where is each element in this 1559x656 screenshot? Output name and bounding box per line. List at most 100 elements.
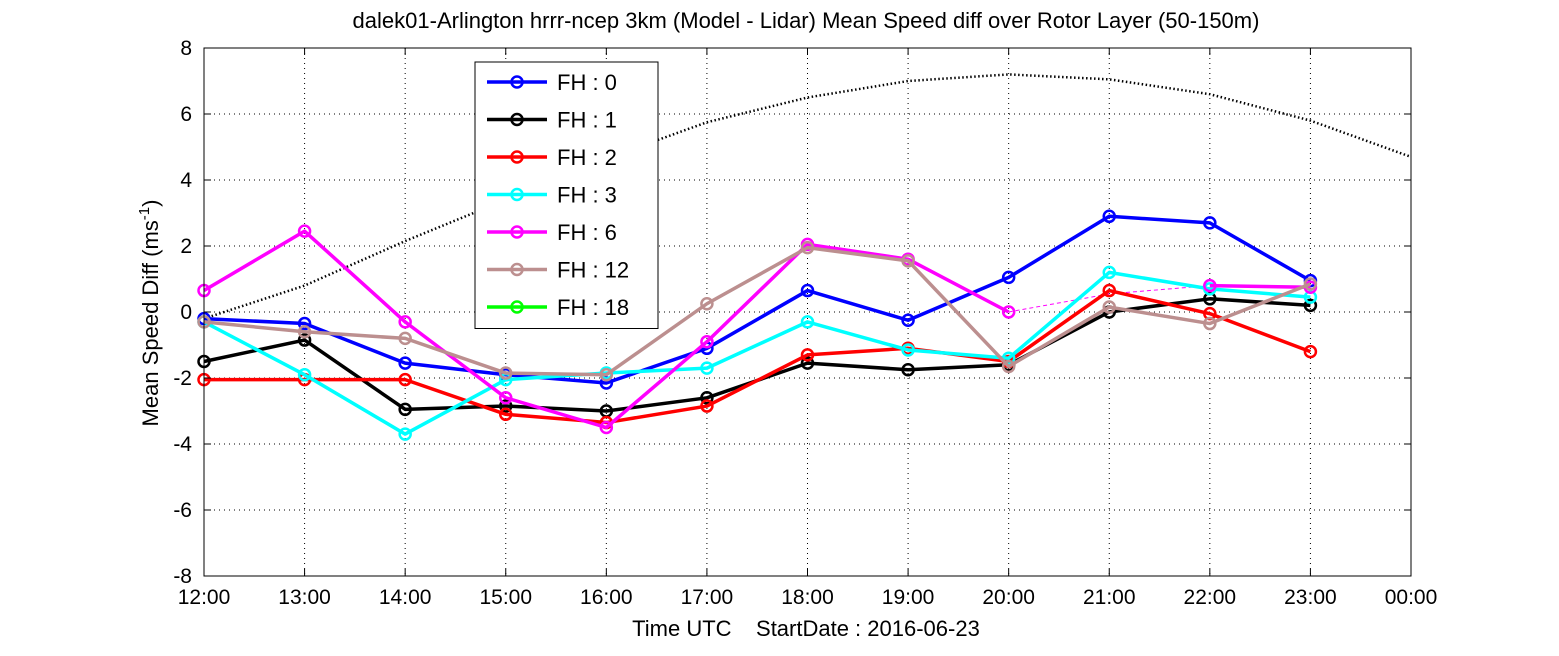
data-point-fh-6	[499, 391, 513, 405]
x-tick-label: 21:00	[1083, 586, 1136, 609]
data-point-fh-1	[901, 363, 915, 377]
data-point-fh-12	[599, 367, 614, 382]
data-point-fh-2	[1303, 344, 1318, 359]
legend-swatch-marker	[510, 150, 524, 164]
y-tick-label: 4	[180, 169, 192, 192]
reference-curve	[203, 73, 1412, 320]
legend-entry-label: FH : 3	[557, 183, 617, 208]
legend-swatch-marker	[510, 262, 524, 277]
series-fh-6	[197, 224, 1318, 435]
data-point-fh-12	[800, 240, 815, 255]
y-tick-label: 8	[180, 37, 192, 60]
data-point-fh-12	[1102, 300, 1116, 314]
legend-swatch-marker	[510, 75, 524, 89]
data-point-fh-6	[297, 224, 312, 238]
data-point-fh-0	[800, 283, 815, 298]
x-tick-label: 14:00	[379, 586, 432, 609]
y-axis-title: Mean Speed Diff (ms-1)	[136, 200, 163, 427]
data-point-fh-2	[800, 348, 815, 362]
legend-swatch-marker	[510, 112, 524, 127]
data-point-fh-3	[901, 343, 915, 357]
series-line-fh-2	[204, 288, 1312, 425]
x-tick-label: 20:00	[982, 586, 1035, 609]
data-point-fh-1	[297, 333, 312, 347]
legend-swatch-marker	[510, 225, 524, 239]
data-point-fh-1	[398, 402, 412, 417]
legend-entry-label: FH : 1	[557, 108, 617, 133]
x-tick-label: 12:00	[178, 586, 231, 609]
data-point-fh-2	[398, 372, 412, 387]
data-point-fh-1	[499, 399, 513, 413]
data-point-fh-6	[700, 334, 714, 349]
x-axis-title: Time UTC StartDate : 2016-06-23	[632, 616, 980, 641]
data-point-fh-12	[700, 297, 714, 311]
data-point-fh-2	[1102, 283, 1116, 298]
x-tick-label: 13:00	[278, 586, 331, 609]
data-point-fh-2	[499, 407, 513, 422]
data-point-fh-12	[1303, 277, 1318, 291]
data-point-fh-3	[297, 367, 312, 382]
series-line-fh-3	[203, 270, 1311, 436]
chart-title: dalek01-Arlington hrrr-ncep 3km (Model -…	[353, 8, 1260, 33]
y-axis-title-close: )	[138, 200, 163, 207]
y-tick-label: 6	[180, 103, 192, 126]
y-axis-title-main: Mean Speed Diff (ms	[138, 220, 163, 426]
data-point-fh-1	[800, 356, 815, 370]
data-point-fh-0	[1001, 270, 1016, 285]
data-point-fh-3	[1102, 265, 1116, 280]
x-tick-label: 22:00	[1184, 586, 1237, 609]
x-tick-label: 00:00	[1385, 586, 1438, 609]
legend: FH : 0 FH : 1 FH : 2 FH : 3 FH : 6 FH : 12 FH …	[474, 61, 659, 329]
grid-lines	[204, 48, 1411, 576]
data-point-fh-0	[901, 313, 915, 327]
data-point-fh-12	[499, 366, 513, 380]
data-point-fh-12	[398, 331, 412, 346]
data-series	[197, 209, 1318, 441]
reference-curve-line	[203, 73, 1412, 320]
data-point-fh-3	[800, 315, 815, 329]
data-point-fh-6	[398, 315, 412, 329]
legend-swatch-marker	[510, 187, 524, 202]
legend-entry-label: FH : 0	[557, 70, 617, 95]
data-point-fh-3	[398, 427, 412, 441]
data-point-fh-12	[901, 254, 915, 268]
y-tick-label: 2	[180, 235, 192, 258]
x-tick-label: 19:00	[882, 586, 935, 609]
series-fh-12	[197, 240, 1318, 382]
data-point-fh-0	[398, 356, 412, 370]
y-tick-label: -6	[173, 499, 192, 522]
data-point-fh-6	[599, 420, 614, 435]
data-point-fh-12	[1001, 359, 1016, 374]
axis-ticks: 12:00 13:00 14:00 15:00 16:00 17:00 18:00 19:00…	[173, 37, 1437, 609]
data-point-fh-0	[1203, 216, 1217, 230]
data-point-fh-1	[700, 391, 714, 405]
series-line-fh-6	[203, 229, 1010, 430]
data-point-fh-0	[297, 316, 312, 331]
x-tick-label: 17:00	[681, 586, 734, 609]
data-point-fh-12	[297, 325, 312, 339]
y-tick-label: 0	[180, 301, 192, 324]
series-line-fh-6	[1209, 283, 1311, 289]
legend-entry-label: FH : 6	[557, 220, 617, 245]
x-tick-label: 23:00	[1284, 586, 1337, 609]
fh6-dashed-connector	[1008, 285, 1210, 313]
legend-entry-label: FH : 2	[557, 145, 617, 170]
data-point-fh-6	[1203, 278, 1217, 293]
legend-entry-label: FH : 12	[557, 258, 629, 283]
data-point-fh-3	[700, 361, 714, 375]
series-line-fh-12	[203, 245, 1312, 377]
x-tick-label: 16:00	[580, 586, 633, 609]
y-tick-label: -4	[173, 433, 192, 456]
y-axis-title-unit-exp: -1	[136, 207, 153, 220]
data-point-fh-12	[1203, 316, 1217, 331]
series-line-fh-0	[203, 214, 1312, 385]
data-point-fh-0	[1102, 209, 1116, 224]
legend-swatch-marker	[510, 300, 524, 314]
x-tick-label: 15:00	[479, 586, 532, 609]
y-tick-label: -2	[173, 367, 192, 390]
data-point-fh-2	[700, 399, 714, 413]
data-point-fh-6	[1001, 305, 1016, 319]
legend-entry-label: FH : 18	[557, 295, 629, 320]
x-tick-label: 18:00	[781, 586, 834, 609]
